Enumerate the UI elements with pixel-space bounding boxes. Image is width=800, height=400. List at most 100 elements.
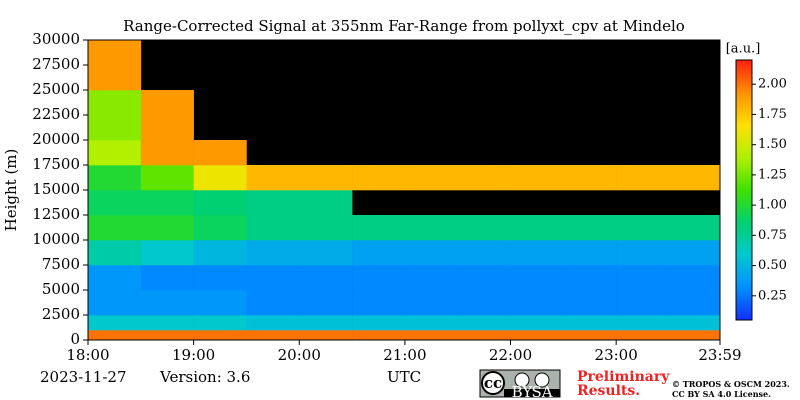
version: Version: 3.6: [159, 368, 250, 386]
y-tick-label: 17500: [32, 155, 80, 173]
y-tick-label: 22500: [32, 105, 80, 123]
heatmap-cell: [510, 215, 564, 241]
heatmap-cell: [246, 315, 300, 331]
heatmap-cell: [246, 240, 300, 266]
heatmap-cell: [404, 215, 459, 241]
heatmap-cell: [616, 265, 670, 291]
x-tick-label: 23:59: [698, 346, 741, 364]
heatmap-cell: [616, 315, 670, 331]
heatmap-cell: [510, 315, 564, 331]
heatmap-cell: [668, 290, 721, 316]
colorbar-tick-label: 1.00: [758, 198, 787, 213]
heatmap-cell: [668, 330, 721, 341]
heatmap-cell: [457, 290, 511, 316]
heatmap-cell: [563, 290, 617, 316]
license-badge: cc BY SA: [479, 369, 561, 400]
heatmap-cell: [404, 265, 459, 291]
heatmap-cell: [352, 165, 406, 191]
y-tick-label: 25000: [32, 80, 80, 98]
badge-cc: cc: [484, 374, 502, 392]
heatmap-cell: [352, 265, 406, 291]
heatmap-cell: [352, 315, 406, 331]
heatmap-cell: [616, 240, 670, 266]
y-tick-label: 0: [70, 330, 80, 348]
heatmap-cell: [668, 240, 721, 266]
x-tick-label: 22:00: [489, 346, 532, 364]
heatmap-cell: [299, 265, 353, 291]
heatmap-cell: [193, 215, 247, 241]
heatmap-cell: [88, 140, 142, 166]
notice-line: Results.: [577, 383, 640, 399]
heatmap-cell: [193, 330, 247, 341]
heatmap-cell: [88, 290, 142, 316]
heatmap-cell: [457, 330, 511, 341]
colorbar-tick-label: 1.25: [758, 167, 787, 182]
colorbar: [735, 59, 753, 321]
colorbar-tick-label: 1.50: [758, 137, 787, 152]
heatmap-cell: [193, 315, 247, 331]
heatmap-cell: [246, 290, 300, 316]
heatmap-cell: [88, 330, 142, 341]
heatmap-cell: [246, 215, 300, 241]
heatmap-cell: [563, 330, 617, 341]
x-tick-label: 23:00: [595, 346, 638, 364]
heatmap-cell: [246, 330, 300, 341]
y-tick-label: 2500: [42, 305, 80, 323]
heatmap-cell: [88, 240, 142, 266]
heatmap-cell: [193, 190, 247, 216]
heatmap-cell: [193, 165, 247, 191]
heatmap-cell: [88, 190, 142, 216]
heatmap-cell: [88, 265, 142, 291]
heatmap-cell: [404, 330, 459, 341]
heatmap-cell: [668, 165, 721, 191]
heatmap-cell: [616, 330, 670, 341]
heatmap-cell: [457, 265, 511, 291]
heatmap-cell: [352, 290, 406, 316]
heatmap-cell: [299, 165, 353, 191]
heatmap-cell: [510, 265, 564, 291]
heatmap-cell: [299, 190, 353, 216]
heatmap-cell: [140, 265, 194, 291]
heatmap-cell: [563, 240, 617, 266]
badge-strip: [504, 389, 560, 397]
heatmap-cell: [616, 165, 670, 191]
heatmap-cell: [140, 290, 194, 316]
heatmap-cell: [510, 290, 564, 316]
heatmap-cell: [246, 165, 300, 191]
badge-sa: SA: [531, 383, 552, 400]
heatmap-cell: [299, 215, 353, 241]
heatmap-cell: [352, 240, 406, 266]
heatmap-cell: [668, 315, 721, 331]
y-tick-label: 20000: [32, 130, 80, 148]
heatmap-cell: [140, 140, 194, 166]
x-tick-label: 19:00: [172, 346, 215, 364]
heatmap-cell: [88, 40, 142, 91]
heatmap-cell: [616, 215, 670, 241]
heatmap-cell: [404, 290, 459, 316]
y-tick-label: 15000: [32, 180, 80, 198]
y-tick-label: 7500: [42, 255, 80, 273]
x-axis-label: UTC: [387, 368, 421, 386]
heatmap-cell: [88, 165, 142, 191]
heatmap-cell: [246, 265, 300, 291]
heatmap-cell: [457, 165, 511, 191]
heatmap-cell: [193, 140, 247, 166]
heatmap-cell: [404, 240, 459, 266]
badge-sa-icon: [534, 372, 550, 388]
heatmap-cell: [404, 165, 459, 191]
heatmap-cell: [140, 190, 194, 216]
heatmap-cell: [88, 315, 142, 331]
heatmap-cell: [668, 265, 721, 291]
x-tick-label: 21:00: [383, 346, 426, 364]
heatmap-cell: [299, 330, 353, 341]
heatmap-cell: [193, 265, 247, 291]
heatmap-cell: [616, 290, 670, 316]
colorbar-tick-label: 2.00: [758, 77, 787, 92]
heatmap-cell: [246, 190, 300, 216]
heatmap-cell: [88, 215, 142, 241]
heatmap-cell: [510, 330, 564, 341]
heatmap-cell: [457, 240, 511, 266]
heatmap-cell: [510, 165, 564, 191]
heatmap-cell: [140, 215, 194, 241]
